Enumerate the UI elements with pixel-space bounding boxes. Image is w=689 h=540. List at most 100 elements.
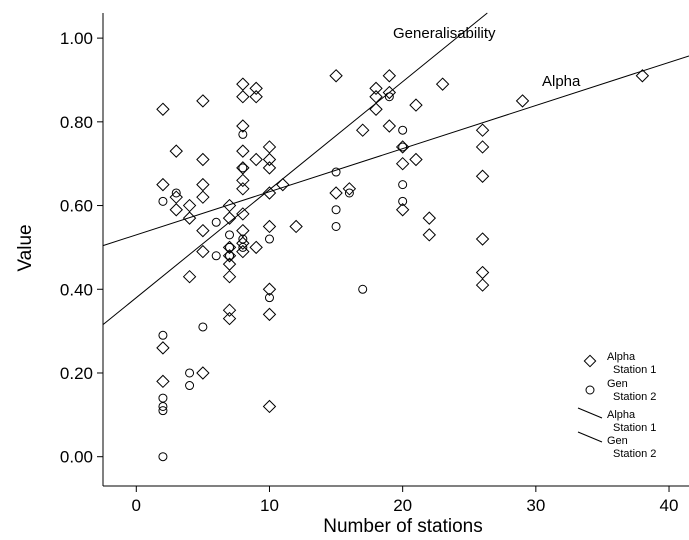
data-point-alpha <box>182 270 197 284</box>
data-point-alpha <box>329 186 343 200</box>
data-point-alpha <box>169 203 183 217</box>
data-point-gen <box>331 221 341 231</box>
data-point-alpha <box>196 152 210 167</box>
data-point-alpha <box>236 77 250 91</box>
data-point-alpha <box>395 156 410 171</box>
data-point-gen <box>398 125 408 135</box>
data-point-gen <box>331 167 341 177</box>
data-point-alpha <box>475 140 490 154</box>
data-point-alpha <box>249 240 263 255</box>
data-point-alpha <box>222 303 237 317</box>
data-point-alpha <box>249 81 263 96</box>
data-point-alpha <box>222 311 237 326</box>
legend-label: Station 1 <box>613 422 656 434</box>
x-tick-label: 10 <box>260 496 279 515</box>
data-point-alpha <box>262 161 277 175</box>
fit-line-alpha <box>102 55 689 247</box>
legend-label: Gen <box>607 378 628 390</box>
data-point-gen <box>171 188 181 198</box>
data-point-alpha <box>475 169 490 183</box>
data-point-gen <box>158 196 168 206</box>
data-point-gen <box>398 196 408 206</box>
data-point-alpha <box>262 399 277 414</box>
alpha-line-label: Alpha <box>542 73 581 90</box>
data-point-alpha <box>196 366 210 380</box>
ticks: 0 10 20 30 40 0.00 0.20 0.40 0.60 0.80 1.00 <box>60 29 679 515</box>
data-point-alpha <box>182 211 197 225</box>
data-point-alpha <box>156 374 170 389</box>
data-point-gen <box>158 393 168 403</box>
data-point-alpha <box>262 282 277 296</box>
legend: Alpha Station 1 Gen Station 2 Alpha Stat… <box>577 351 656 460</box>
data-point-gen <box>398 142 408 152</box>
data-point-alpha <box>222 211 237 225</box>
legend-item-gen-line: Gen Station 2 <box>577 431 656 460</box>
data-point-alpha <box>355 123 370 137</box>
data-point-gen <box>158 406 168 416</box>
data-point-gen <box>185 381 195 391</box>
data-point-alpha <box>182 198 197 213</box>
x-tick-label: 20 <box>393 496 412 515</box>
data-point-alpha <box>249 90 263 104</box>
data-point-alpha <box>236 119 250 133</box>
data-point-gen <box>225 251 235 261</box>
data-point-alpha <box>196 177 210 192</box>
data-point-alpha <box>169 144 183 158</box>
data-point-alpha <box>475 265 490 280</box>
legend-item-alpha-line: Alpha Station 1 <box>577 407 656 434</box>
data-point-alpha <box>262 186 277 200</box>
y-axis-title: Value <box>15 224 36 271</box>
data-point-gen <box>158 330 168 340</box>
data-point-alpha <box>236 236 250 250</box>
axes <box>102 13 689 487</box>
legend-circle-marker <box>585 385 595 395</box>
data-point-alpha <box>262 140 277 154</box>
data-point-alpha <box>262 307 277 322</box>
data-point-alpha <box>262 152 277 167</box>
data-point-alpha <box>409 98 423 112</box>
legend-label: Alpha <box>607 409 636 421</box>
data-point-alpha <box>156 102 170 116</box>
data-point-alpha <box>382 85 397 100</box>
y-tick-label: 0.20 <box>60 364 93 383</box>
data-point-gen <box>185 368 195 378</box>
data-point-gen <box>384 92 394 102</box>
data-point-gen <box>264 234 274 244</box>
data-point-alpha <box>382 69 397 83</box>
data-point-alpha <box>196 244 210 259</box>
data-point-alpha <box>276 177 290 192</box>
data-point-alpha <box>236 182 250 196</box>
data-point-alpha <box>236 90 250 104</box>
legend-line-marker <box>577 407 603 419</box>
data-point-gen <box>225 230 235 240</box>
legend-label: Station 1 <box>613 364 656 376</box>
data-point-gen <box>238 242 248 252</box>
data-point-gen <box>211 251 221 261</box>
x-tick-label: 30 <box>526 496 545 515</box>
legend-label: Gen <box>607 435 628 447</box>
data-point-alpha <box>369 102 383 116</box>
x-tick-label: 0 <box>132 496 141 515</box>
data-point-alpha <box>156 341 170 355</box>
legend-label: Station 2 <box>613 391 656 403</box>
y-tick-label: 0.00 <box>60 448 93 467</box>
data-point-alpha <box>222 270 237 284</box>
y-tick-label: 0.60 <box>60 197 93 216</box>
legend-line-marker <box>577 431 603 443</box>
data-point-alpha <box>196 223 210 238</box>
data-point-gen <box>158 401 168 411</box>
x-tick-label: 40 <box>660 496 679 515</box>
data-point-gen <box>198 322 208 332</box>
data-point-alpha <box>196 94 210 108</box>
data-point-alpha <box>409 152 423 167</box>
y-tick-label: 0.40 <box>60 280 93 299</box>
data-point-alpha <box>156 177 170 192</box>
data-markers <box>156 69 650 462</box>
data-point-alpha <box>329 69 343 83</box>
data-point-alpha <box>475 278 490 292</box>
data-point-alpha <box>635 69 650 83</box>
data-point-alpha <box>422 228 437 242</box>
generalisability-line-label: Generalisability <box>393 25 496 42</box>
data-point-alpha <box>236 144 250 158</box>
